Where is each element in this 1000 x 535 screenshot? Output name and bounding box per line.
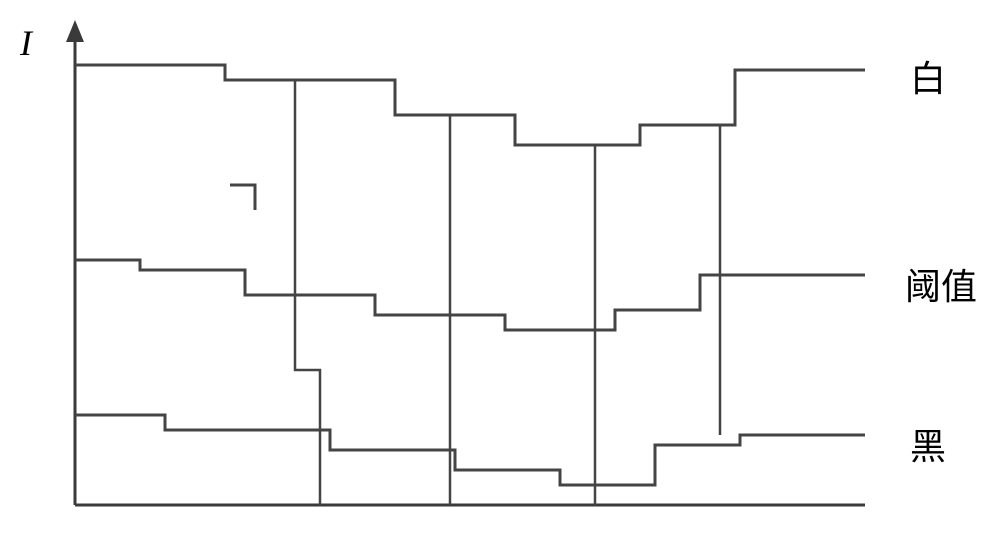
label-threshold: 阈值 [905,258,977,310]
diagram-container: I 白 阈值 黑 [0,0,1000,535]
label-white: 白 [910,50,946,102]
label-black: 黑 [910,418,946,470]
y-axis-label: I [20,22,32,64]
diagram-svg [0,0,1000,535]
